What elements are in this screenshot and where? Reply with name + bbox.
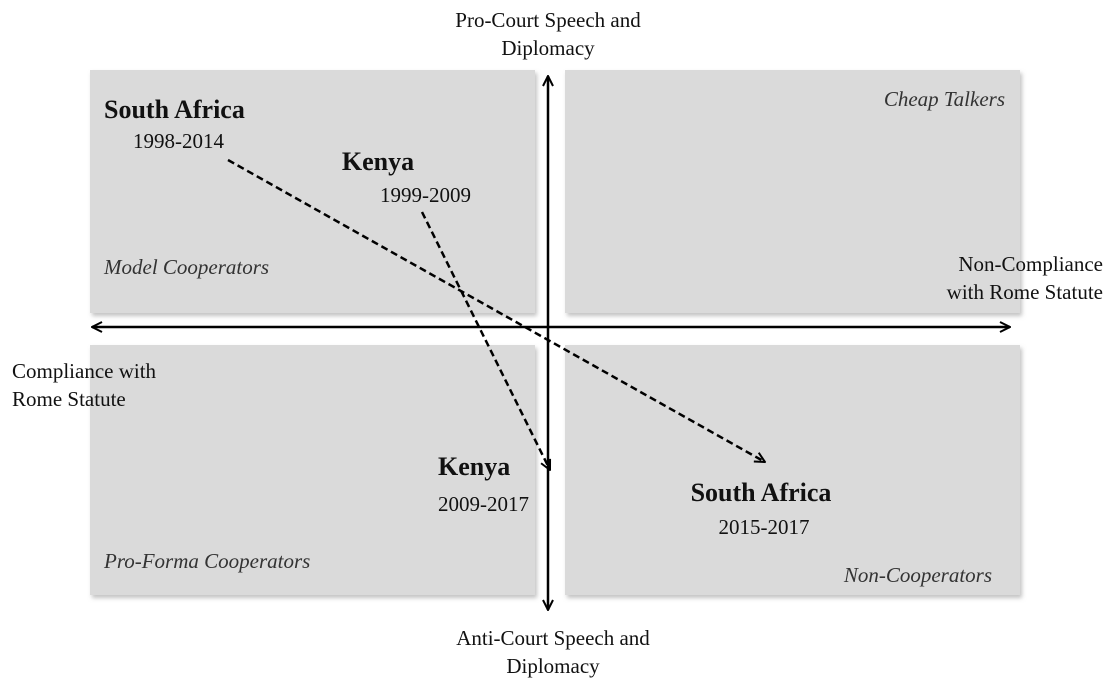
quadrant-box [565,345,1020,595]
entity-name: South Africa [691,478,832,507]
quadrant-box [90,345,535,595]
trajectory-arrow [420,211,552,470]
quadrant-box [90,70,535,313]
axis-label: Rome Statute [12,387,126,411]
entity-period: 1998-2014 [133,129,224,153]
axis-label: Non-Compliance [958,252,1103,276]
entity-period: 1999-2009 [380,183,471,207]
axis-label: Anti-Court Speech and [456,626,650,650]
entity-name: Kenya [438,452,510,481]
quadrant-label: Pro-Forma Cooperators [103,549,310,573]
quadrant-label: Non-Cooperators [843,563,992,587]
trajectory-arrow [227,158,765,462]
axis-label: Diplomacy [501,36,595,60]
axis-label: Compliance with [12,359,157,383]
quadrant-label: Model Cooperators [103,255,269,279]
quadrant-box [565,70,1020,313]
quadrant-label: Cheap Talkers [884,87,1005,111]
axis-label: with Rome Statute [947,280,1103,304]
entity-period: 2009-2017 [438,492,529,516]
axis-label: Pro-Court Speech and [455,8,641,32]
entity-name: Kenya [342,147,414,176]
entity-name: South Africa [104,95,245,124]
entity-period: 2015-2017 [719,515,810,539]
axis-label: Diplomacy [506,654,600,678]
